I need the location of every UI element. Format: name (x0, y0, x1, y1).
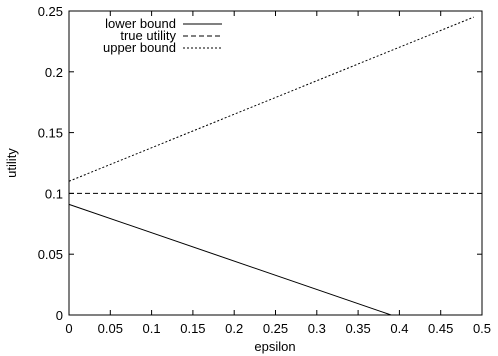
x-tick-label: 0.3 (308, 321, 326, 336)
y-tick-label: 0.2 (45, 65, 63, 80)
x-tick-label: 0 (65, 321, 72, 336)
x-tick-label: 0.1 (143, 321, 161, 336)
legend-label-upper-bound: upper bound (103, 40, 176, 55)
x-tick-label: 0.05 (98, 321, 123, 336)
y-tick-label: 0.15 (38, 126, 63, 141)
legend-label-true-utility: true utility (120, 28, 176, 43)
y-tick-label: 0.25 (38, 4, 63, 19)
x-tick-label: 0.4 (390, 321, 408, 336)
y-tick-label: 0 (56, 308, 63, 323)
legend-label-lower-bound: lower bound (105, 16, 176, 31)
plot-area-frame (68, 10, 483, 316)
y-tick-label: 0.1 (45, 186, 63, 201)
x-tick-label: 0.5 (473, 321, 491, 336)
y-axis-label: utility (4, 148, 19, 178)
x-tick-label: 0.35 (345, 321, 370, 336)
series-line-lower-bound (68, 203, 392, 316)
y-tick-label: 0.05 (38, 247, 63, 262)
x-tick-label: 0.2 (225, 321, 243, 336)
series-lines (68, 16, 474, 316)
axis-ticks (68, 10, 483, 316)
x-tick-label: 0.15 (180, 321, 205, 336)
x-tick-label: 0.45 (428, 321, 453, 336)
x-tick-label: 0.25 (263, 321, 288, 336)
tick-labels: 0 0.05 0.1 0.15 0.2 0.25 0.3 0.35 0.4 0.45 0.5 0 0.0… (38, 4, 491, 336)
x-axis-label: epsilon (254, 339, 295, 354)
series-line-upper-bound (68, 16, 474, 182)
